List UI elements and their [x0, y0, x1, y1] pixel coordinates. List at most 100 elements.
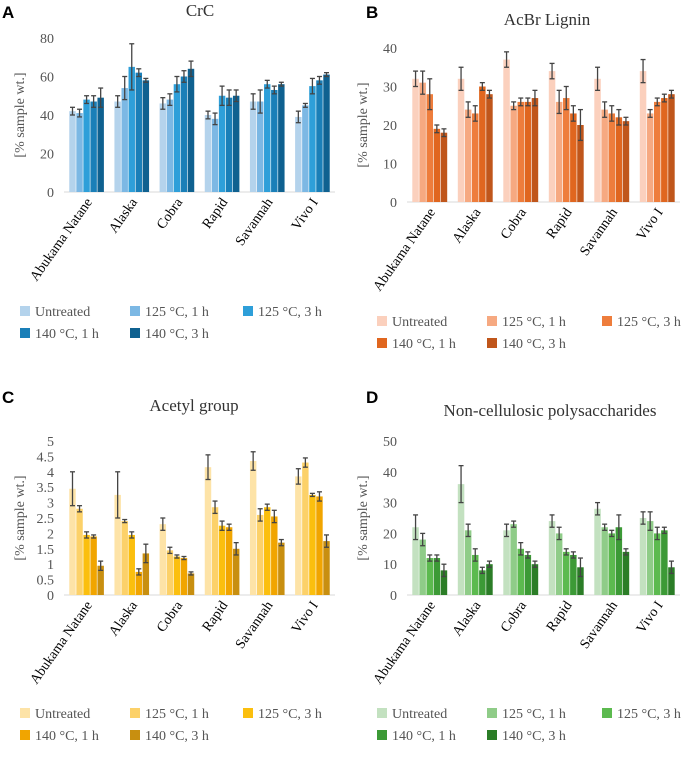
panel-a: A CrC 0 20 40 60 80 [% sample wt.] Abukama Natan… — [2, 1, 335, 342]
bar — [654, 533, 661, 595]
bar — [433, 558, 441, 595]
category-label: Rapid — [544, 599, 575, 635]
bar — [256, 514, 264, 595]
legend-swatch — [602, 316, 612, 326]
bar — [577, 567, 584, 595]
bar — [218, 95, 226, 192]
y-tick-label: 0 — [47, 186, 54, 201]
bar — [211, 507, 219, 595]
bar — [668, 567, 675, 595]
bar — [121, 521, 128, 595]
category-label: Alaska — [450, 598, 485, 639]
bar — [90, 536, 97, 595]
bar — [114, 494, 121, 595]
legend-label: 140 °C, 3 h — [145, 729, 209, 744]
legend-label: 125 °C, 3 h — [258, 305, 322, 320]
bar — [412, 78, 419, 202]
category-label: Cobra — [154, 598, 186, 635]
category-label: Abukama Natane — [371, 599, 439, 688]
bar — [510, 105, 517, 202]
bar — [594, 508, 601, 595]
panel-letter: A — [2, 3, 14, 22]
bar — [601, 109, 608, 202]
category-label: Vivo I — [289, 195, 322, 233]
y-tick-label: 3 — [47, 497, 54, 512]
category-label: Savannah — [578, 599, 622, 652]
bar — [517, 548, 524, 595]
bar — [76, 508, 83, 595]
bar — [159, 103, 167, 192]
legend-label: Untreated — [392, 315, 447, 330]
bar — [654, 101, 661, 202]
category-label: Cobra — [154, 195, 186, 232]
panel-b: B AcBr Lignin 0 10 20 30 40 [% sample wt.] Abuka… — [356, 3, 681, 352]
bar — [517, 101, 524, 202]
legend-label: 140 °C, 3 h — [502, 337, 566, 352]
bar — [457, 78, 465, 202]
bar — [472, 554, 479, 595]
bar — [278, 84, 285, 192]
bar — [503, 59, 510, 202]
legend-label: 125 °C, 3 h — [617, 707, 681, 722]
bar — [135, 571, 143, 595]
bar — [661, 98, 668, 202]
bar — [128, 534, 135, 595]
y-tick-label: 2 — [47, 527, 54, 542]
panel-letter: B — [366, 3, 378, 22]
bar — [548, 521, 556, 595]
category-label: Cobra — [498, 598, 530, 635]
legend-label: 125 °C, 3 h — [617, 315, 681, 330]
bar — [486, 564, 493, 595]
category-label: Rapid — [200, 196, 231, 232]
bar — [639, 71, 647, 202]
bar — [187, 573, 195, 595]
bar — [166, 550, 174, 595]
chart-title: AcBr Lignin — [504, 10, 591, 29]
chart-title: Non-cellulosic polysaccharides — [444, 401, 657, 420]
y-tick-label: 20 — [383, 119, 397, 134]
panel-letter: C — [2, 388, 14, 407]
bar — [323, 541, 330, 595]
y-tick-label: 0 — [390, 589, 397, 604]
bar — [135, 72, 143, 192]
legend-label: 140 °C, 3 h — [145, 327, 209, 342]
bar — [218, 525, 226, 595]
bar — [114, 101, 121, 192]
category-label: Abukama Natane — [28, 196, 96, 285]
bar — [271, 89, 278, 192]
category-label: Savannah — [233, 599, 277, 652]
bar — [563, 551, 570, 595]
legend-label: 140 °C, 1 h — [392, 729, 456, 744]
bar — [661, 530, 668, 595]
y-tick-label: 20 — [40, 148, 54, 163]
bar — [204, 467, 212, 595]
bar — [166, 99, 174, 192]
bar — [76, 113, 83, 192]
category-label: Vivo I — [289, 598, 322, 636]
bar — [225, 97, 233, 192]
bar — [426, 558, 433, 595]
bar — [69, 111, 76, 192]
bar — [646, 113, 654, 202]
y-tick-label: 20 — [383, 527, 397, 542]
y-tick-label: 10 — [383, 558, 397, 573]
legend-label: 125 °C, 1 h — [145, 707, 209, 722]
bar — [503, 530, 510, 595]
bar — [225, 527, 233, 595]
bar — [419, 82, 426, 202]
bar — [440, 570, 448, 595]
legend-swatch — [487, 316, 497, 326]
legend-label: 125 °C, 1 h — [145, 305, 209, 320]
y-tick-label: 1.5 — [37, 543, 55, 558]
bar — [173, 84, 181, 192]
bar — [204, 115, 212, 192]
bar — [577, 125, 584, 202]
legend-swatch — [20, 328, 30, 338]
bar — [608, 113, 615, 202]
y-tick-label: 0 — [47, 589, 54, 604]
y-tick-label: 10 — [383, 158, 397, 173]
bar — [173, 556, 181, 595]
bar — [433, 128, 441, 202]
legend-swatch — [130, 730, 140, 740]
legend-swatch — [377, 316, 387, 326]
